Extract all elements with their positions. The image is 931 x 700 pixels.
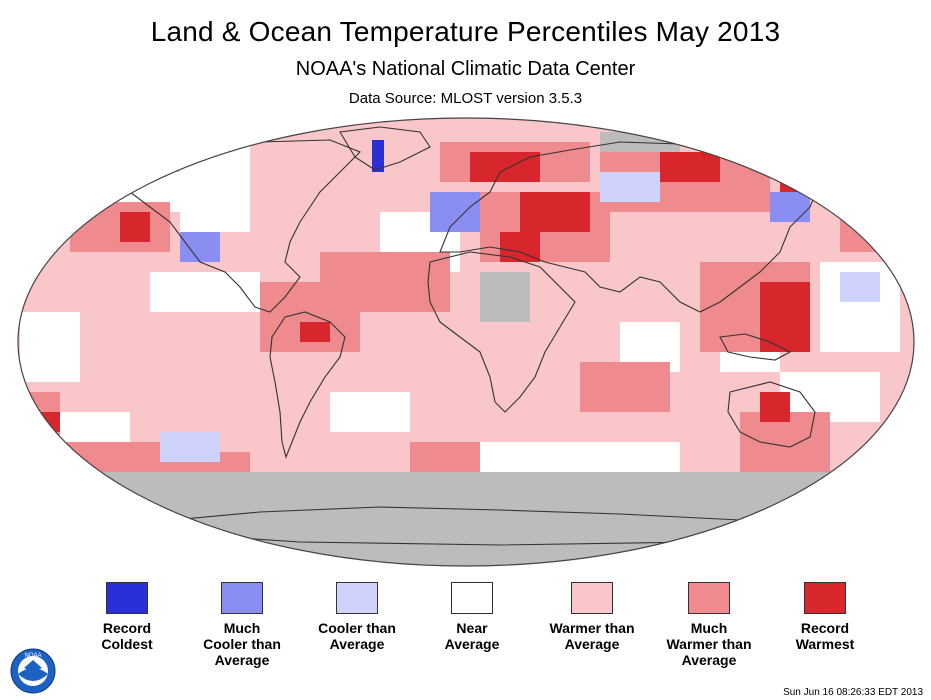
record-warmest-region [660, 152, 720, 182]
legend-item-near-average: Near Average [407, 582, 537, 652]
much-warmer-region [580, 362, 670, 412]
legend-swatch [221, 582, 263, 614]
record-warmest-region [470, 152, 540, 182]
legend-swatch [336, 582, 378, 614]
legend-label: Much Cooler than Average [203, 620, 281, 668]
legend-swatch [688, 582, 730, 614]
legend-item-record-warmest: Record Warmest [760, 582, 890, 652]
cooler-region [840, 272, 880, 302]
legend-item-warmer: Warmer than Average [527, 582, 657, 652]
legend-label: Near Average [444, 620, 500, 652]
cooler-region [160, 432, 220, 462]
legend-label: Warmer than Average [549, 620, 635, 652]
greenland-outline [339, 126, 431, 171]
noaa-logo-icon: NOAA [10, 648, 56, 694]
land-outlines [114, 126, 821, 546]
legend-swatch [571, 582, 613, 614]
legend-item-cooler: Cooler than Average [292, 582, 422, 652]
legend-label: Much Warmer than Average [666, 620, 752, 668]
record-warmest-region [760, 392, 790, 422]
much-warmer-region [840, 192, 900, 252]
record-coldest-region [372, 140, 384, 172]
legend-item-much-cooler: Much Cooler than Average [177, 582, 307, 668]
legend-label: Record Coldest [101, 620, 153, 652]
no-data-region [480, 272, 530, 322]
south-america-outline [269, 311, 346, 459]
near-average-region [20, 312, 80, 382]
record-warmest-region [780, 162, 820, 192]
record-warmest-region [300, 322, 330, 342]
eurasia-outline [439, 141, 821, 313]
much-cooler-region [770, 192, 810, 222]
australia-outline [727, 381, 816, 448]
legend-label: Record Warmest [795, 620, 855, 652]
record-warmest-region [520, 192, 590, 232]
record-warmest-region [760, 282, 810, 352]
legend-swatch [804, 582, 846, 614]
near-average-region [150, 272, 260, 312]
map-subtitle: NOAA's National Climatic Data Center [295, 58, 636, 80]
near-average-region [330, 392, 410, 432]
record-warmest-region [120, 212, 150, 242]
legend-item-record-coldest: Record Coldest [62, 582, 192, 652]
map-title: Land & Ocean Temperature Percentiles May… [150, 16, 781, 47]
legend-label: Cooler than Average [318, 620, 396, 652]
near-average-region [180, 142, 250, 232]
indonesia-outline [719, 333, 792, 361]
world-temperature-map [17, 117, 915, 567]
logo-text: NOAA [24, 653, 41, 659]
africa-outline [427, 251, 576, 413]
much-cooler-region [430, 192, 480, 232]
timestamp: Sun Jun 16 08:26:33 EDT 2013 [783, 687, 923, 698]
data-source: Data Source: MLOST version 3.5.3 [348, 90, 583, 107]
cooler-region [600, 172, 660, 202]
globe-outline [17, 117, 915, 567]
cooler-region [60, 142, 110, 172]
near-average-region [480, 442, 600, 472]
legend-swatch [451, 582, 493, 614]
legend-item-much-warmer: Much Warmer than Average [644, 582, 774, 668]
much-cooler-region [180, 232, 220, 262]
legend-swatch [106, 582, 148, 614]
